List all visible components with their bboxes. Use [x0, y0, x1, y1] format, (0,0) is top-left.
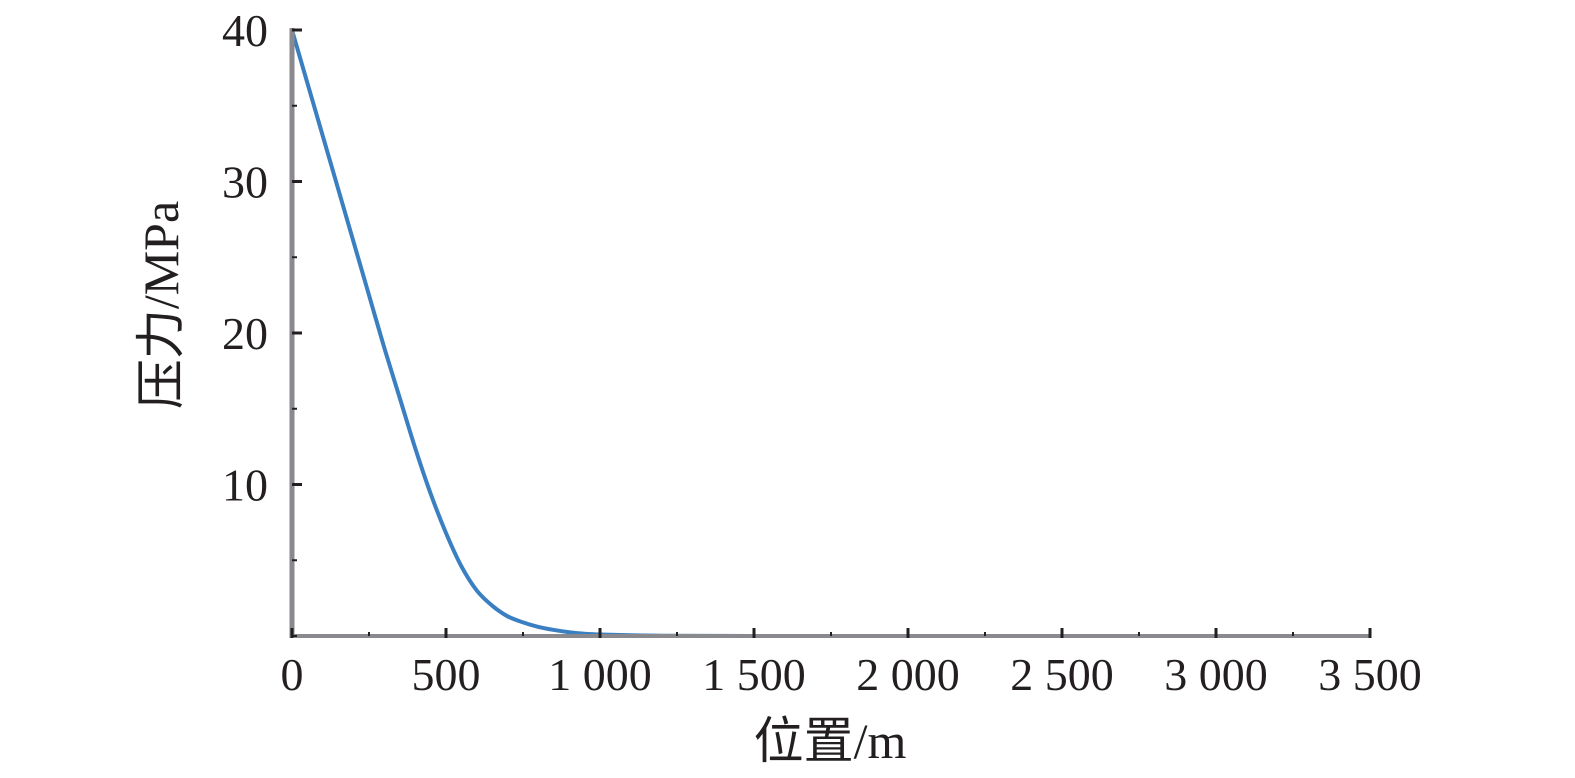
- x-tick-label: 500: [412, 649, 481, 700]
- plot-area: [290, 29, 1216, 639]
- x-tick-label: 2 000: [856, 649, 960, 700]
- series-line: [290, 29, 1216, 639]
- x-tick-label: 1 500: [702, 649, 806, 700]
- x-tick-label: 0: [281, 649, 304, 700]
- y-axis-title: 压力/MPa: [133, 201, 189, 409]
- y-axis-ticks: 10 20 30 40: [222, 5, 302, 637]
- x-tick-label: 2 500: [1010, 649, 1114, 700]
- y-tick-label: 40: [222, 5, 268, 56]
- x-tick-label: 3 000: [1164, 649, 1268, 700]
- x-axis-title: 位置/m: [754, 713, 907, 769]
- y-tick-label: 20: [222, 308, 268, 359]
- x-axis-ticks: 0 500 1 000 1 500 2 000 2 500 3 000 3 500: [281, 628, 1422, 700]
- y-tick-label: 30: [222, 157, 268, 208]
- x-tick-label: 3 500: [1318, 649, 1422, 700]
- x-tick-label: 1 000: [548, 649, 652, 700]
- y-tick-label: 10: [222, 460, 268, 511]
